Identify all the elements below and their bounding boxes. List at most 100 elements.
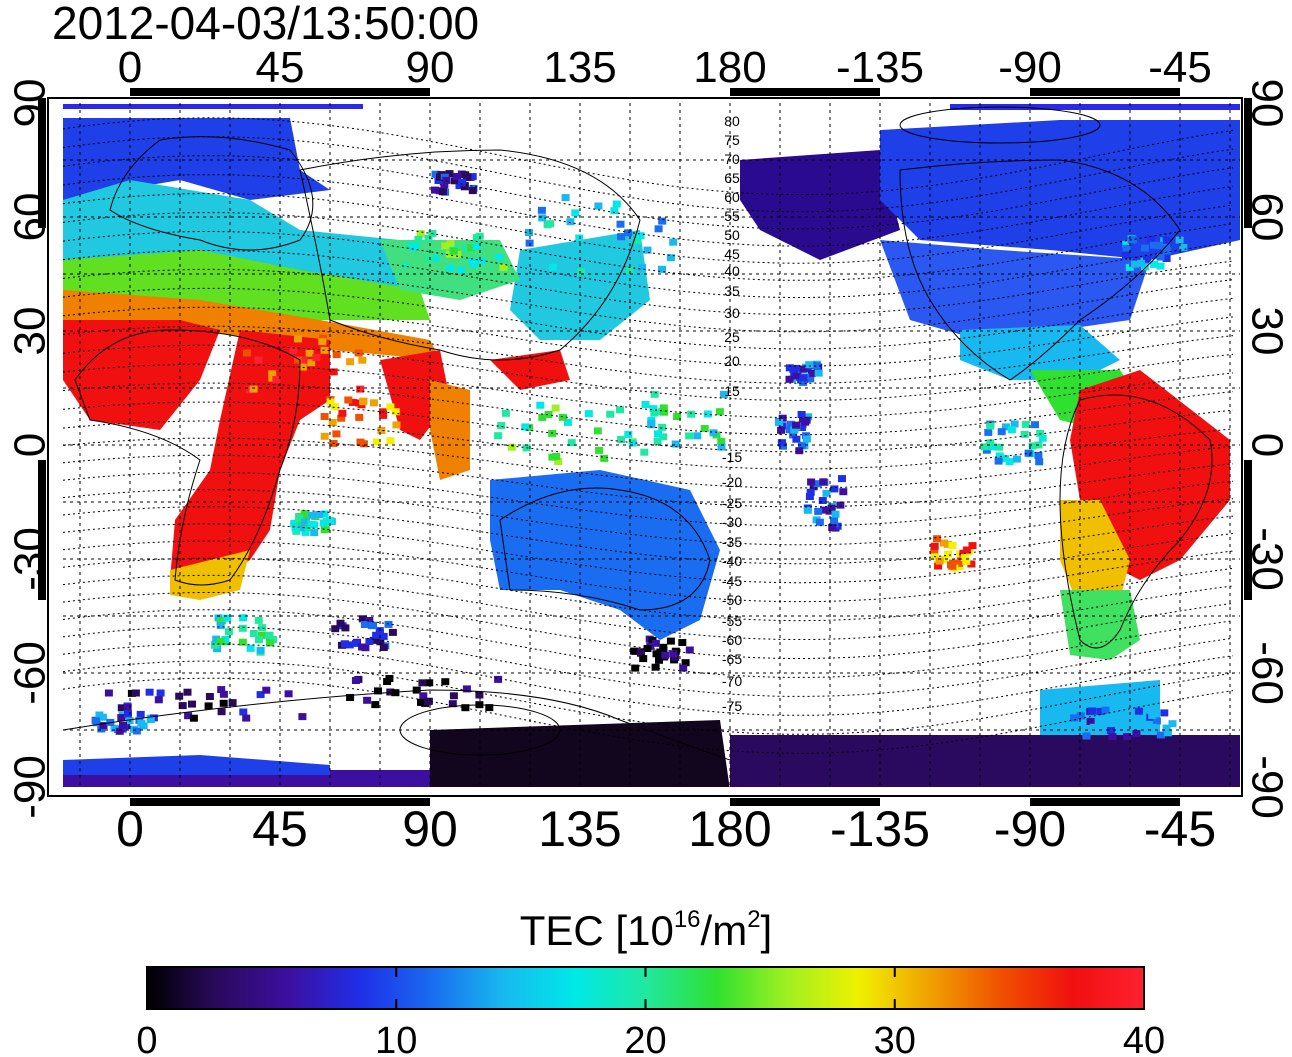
tec-cell bbox=[799, 378, 808, 386]
tec-cell bbox=[184, 712, 193, 720]
tec-cell bbox=[472, 242, 481, 250]
tec-cell bbox=[633, 237, 642, 245]
tec-cell bbox=[803, 506, 812, 514]
tec-cell bbox=[379, 644, 388, 651]
tec-cell bbox=[700, 425, 709, 432]
tec-cell bbox=[391, 689, 400, 697]
tec-cell bbox=[338, 409, 347, 417]
tec-cell bbox=[785, 364, 794, 372]
tec-cell bbox=[221, 636, 230, 643]
tec-cell bbox=[1152, 717, 1161, 725]
tec-cell bbox=[416, 230, 425, 238]
right-lat-label: 60 bbox=[1242, 193, 1291, 242]
tec-cell bbox=[775, 419, 784, 427]
tec-cell bbox=[612, 200, 621, 208]
tec-cell bbox=[669, 238, 678, 246]
tec-cell bbox=[369, 621, 377, 629]
tec-cell bbox=[265, 631, 274, 639]
right-lat-label: -60 bbox=[1242, 641, 1291, 705]
colorbar-tick-label: 10 bbox=[375, 1020, 417, 1057]
bottom-lon-label: 135 bbox=[538, 801, 621, 857]
tec-cell bbox=[246, 644, 255, 652]
tec-cell bbox=[269, 356, 278, 364]
tec-cell bbox=[298, 713, 307, 721]
tec-cell bbox=[986, 439, 995, 447]
tec-cell bbox=[792, 435, 801, 443]
tec-cell bbox=[1162, 236, 1171, 244]
tec-cell bbox=[392, 421, 401, 429]
tec-cell bbox=[551, 404, 560, 412]
tec-cell bbox=[467, 244, 476, 252]
left-lat-label: -90 bbox=[6, 755, 55, 819]
tec-cell bbox=[346, 694, 355, 701]
frame-tick-bars bbox=[38, 88, 1252, 806]
tec-cell bbox=[630, 647, 639, 655]
tec-cell bbox=[525, 229, 533, 236]
tec-cell bbox=[940, 539, 948, 547]
tec-cell bbox=[814, 369, 823, 377]
tec-cell bbox=[666, 637, 675, 645]
tec-cell bbox=[830, 520, 839, 528]
tec-cell bbox=[1012, 455, 1021, 463]
tec-cell bbox=[792, 421, 801, 429]
tec-cell bbox=[328, 418, 337, 426]
contour-label: -75 bbox=[722, 698, 742, 714]
contour-label: 70 bbox=[724, 151, 740, 167]
tec-cell bbox=[507, 443, 516, 451]
tec-cell bbox=[379, 411, 388, 419]
right-latitude-labels: 90 60 30 0 -30 -60 -90 bbox=[1242, 79, 1291, 819]
tec-cell bbox=[1034, 452, 1043, 459]
tec-cell bbox=[412, 686, 421, 694]
tec-cell bbox=[346, 358, 355, 366]
tec-cell bbox=[365, 638, 374, 645]
tec-cell bbox=[836, 501, 845, 509]
tec-cell bbox=[567, 439, 576, 447]
tec-cell bbox=[548, 453, 557, 461]
tec-cell bbox=[494, 675, 503, 683]
tec-cell bbox=[1108, 733, 1117, 741]
tec-cell bbox=[442, 176, 451, 184]
tec-cell bbox=[625, 266, 634, 274]
tec-cell bbox=[419, 692, 428, 700]
tec-cell bbox=[940, 555, 949, 563]
tec-cell bbox=[460, 183, 469, 191]
tec-cell bbox=[295, 514, 304, 522]
tec-cell bbox=[320, 346, 329, 354]
left-latitude-labels: 90 60 30 0 -30 -60 -90 bbox=[6, 79, 55, 819]
tec-cell bbox=[628, 439, 637, 447]
tec-cell bbox=[805, 361, 814, 369]
tec-cell bbox=[1101, 706, 1110, 714]
tec-cell bbox=[638, 264, 647, 271]
tec-cell bbox=[1134, 707, 1143, 715]
tec-cell bbox=[647, 419, 656, 427]
colorbar-tick-label: 20 bbox=[624, 1020, 666, 1057]
tec-cell bbox=[319, 519, 328, 527]
tec-cell bbox=[256, 691, 265, 699]
tec-cell bbox=[239, 708, 248, 716]
tec-cell bbox=[223, 614, 232, 622]
tec-cell bbox=[537, 206, 546, 214]
tec-cell bbox=[1031, 421, 1039, 429]
tec-cell bbox=[475, 691, 484, 699]
tec-cell bbox=[117, 704, 126, 712]
tec-cell bbox=[1070, 714, 1079, 722]
tec-cell bbox=[1115, 723, 1124, 730]
tec-cell bbox=[717, 437, 726, 445]
tec-region-usa bbox=[880, 240, 1150, 340]
left-lat-label: 90 bbox=[6, 79, 55, 128]
tec-cell bbox=[1089, 723, 1098, 731]
contour-label: -70 bbox=[722, 673, 742, 689]
tec-cell bbox=[320, 510, 329, 518]
tec-cell bbox=[967, 560, 976, 568]
colorbar-label: TEC [1016/m2] bbox=[519, 906, 773, 954]
tec-cell bbox=[219, 699, 228, 707]
bottom-lon-label: -135 bbox=[830, 801, 930, 857]
tec-cell bbox=[792, 364, 800, 372]
tec-cell bbox=[341, 624, 350, 632]
magnetic-latitude-contours bbox=[63, 117, 1234, 754]
tec-cell bbox=[1162, 724, 1171, 732]
tec-cell bbox=[326, 398, 335, 406]
tec-cell bbox=[649, 405, 658, 413]
tec-cell bbox=[242, 349, 251, 357]
contour-label: 30 bbox=[724, 305, 740, 321]
